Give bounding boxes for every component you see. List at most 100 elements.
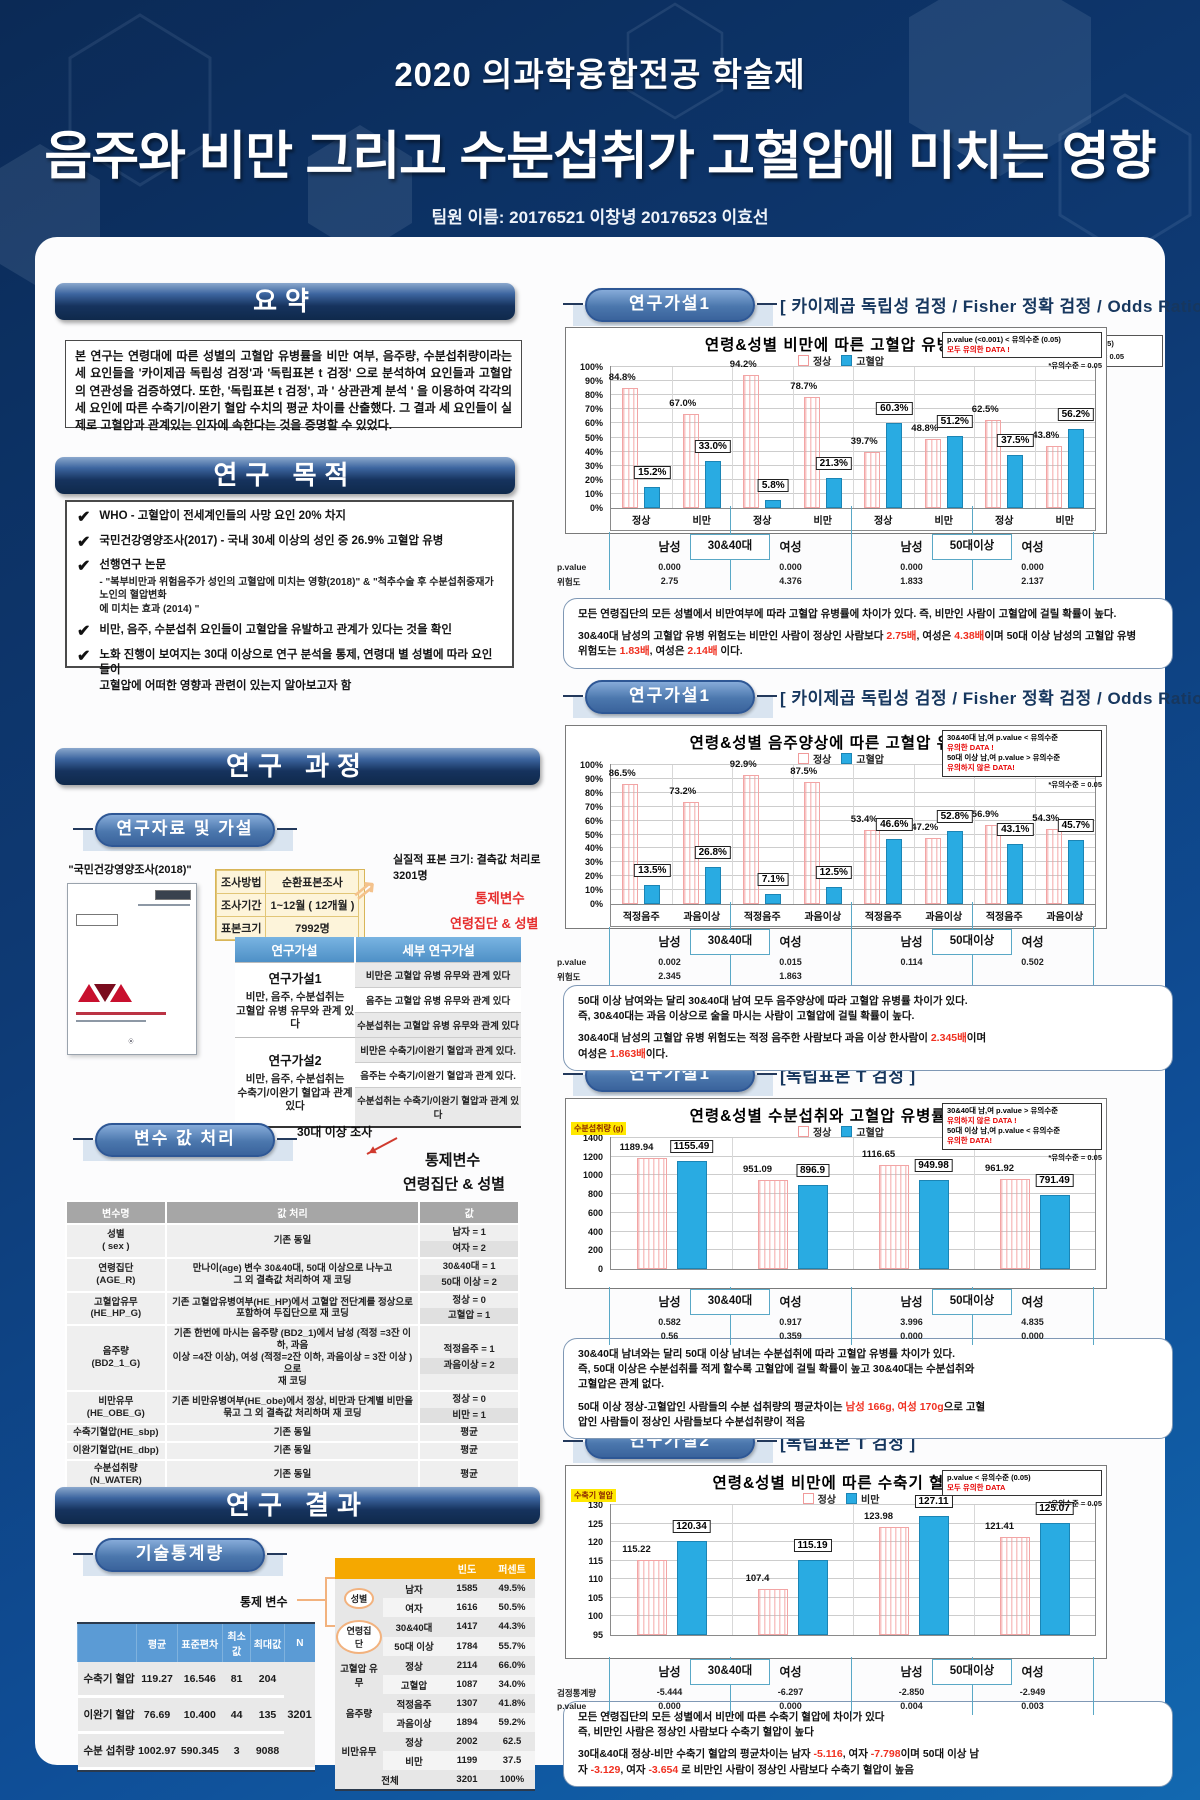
var-header: 값: [418, 1200, 520, 1225]
cell-separator: [853, 765, 854, 904]
chart-title: 연령&성별 비만에 따른 수축기 혈압: [712, 1475, 960, 1492]
variable-name: 이완기혈압(HE_dbp): [65, 1441, 167, 1462]
chart-legend: 정상 고혈압: [566, 751, 1106, 766]
stat-value: -2.850: [898, 1687, 925, 1697]
variable-values: 남자 = 1 여자 = 2: [418, 1223, 520, 1259]
plot-area: 115.22 120.34 107.4 115.19 123.98 127.11 121.4…: [610, 1494, 1096, 1636]
y-tick-label: 100%: [579, 362, 603, 372]
control-variable-value-2: 연령집단 & 성별: [403, 1176, 505, 1193]
gridline: [611, 366, 1095, 367]
stat-row-label: p.value: [557, 957, 587, 967]
freq-cell: 1087: [445, 1675, 489, 1694]
sub-hypothesis: 수분섭취는 수축기/이완기 혈압과 관계 있다: [355, 1087, 521, 1127]
y-axis-label: 수분섭취량 (g): [571, 1122, 627, 1135]
legend-normal-label: 정상: [812, 357, 832, 368]
text-segment: 30대&40대: [578, 1748, 632, 1761]
plot-area: 84.8% 15.2% 67.0% 33.0% 94.2% 5.8% 78.7% 21.3% 3…: [609, 359, 1096, 531]
text-segment: 수분 섭취량의 평균차이: [730, 1400, 833, 1413]
hypothesis-desc: 비만, 음주, 수분섭취는 수축기/이완기 혈압과 관계 있다: [236, 1073, 354, 1114]
chart-panel: 연령&성별 음주양상에 따른 고혈압 유병률 정상 고혈압 30&40대 남,여 p.…: [565, 725, 1107, 929]
y-tick-label: 20%: [584, 474, 603, 485]
freq-cell: 2114: [445, 1656, 489, 1675]
purpose-item-sub: - "복부비만과 위험음주가 성인의 고혈압에 미치는 영향(2018)" & …: [99, 576, 502, 617]
hypothesis-name-cell: 연구가설1 비만, 음주, 수분섭취는 고혈압 유병 유무와 관계 있다: [235, 962, 356, 1038]
text-segment: 만나이(age) 변수 30&40대, 50대 이상으로 나누고: [192, 1262, 393, 1274]
freq-total-label: 전체: [335, 1770, 445, 1789]
y-tick-label: 125: [587, 1518, 603, 1529]
freq-row: 50대 이상 1784 55.7%: [335, 1636, 535, 1656]
bar-normal: [864, 829, 881, 904]
text-segment: 이며: [984, 630, 1007, 643]
note-line: 50대 이상 남,여 p.value > 유의수준: [947, 753, 1061, 763]
bar-normal: [985, 419, 1002, 508]
note-line: 50대 이상 남,여 p.value < 유의수준: [947, 1126, 1061, 1136]
freq-group-label: 고혈압 유무: [335, 1656, 383, 1694]
cell-separator: [1034, 765, 1036, 904]
bar-normal: [878, 1527, 909, 1635]
text-segment: 기존 비만유병여부(HE_obe)에서 정상, 비만과 단계별 비만을: [171, 1395, 414, 1407]
descriptive-pill-label: 기술통계량: [95, 1538, 265, 1572]
stat-value: 0.000: [1021, 1331, 1044, 1341]
poster-header: 2020 의과학융합전공 학술제 음주와 비만 그리고 수분섭취가 고혈압에 미…: [0, 0, 1200, 228]
conclusion-detail: 50대 이상 정상-고혈압인 사람들의 수분 섭취량의 평균차이는 남성 166…: [578, 1400, 1158, 1430]
purpose-item-text: WHO - 고혈압이 전세계인들의 사망 요인 20% 차지: [99, 509, 346, 525]
desc-header: 표준편차: [176, 1624, 223, 1662]
variable-row: 성별( sex ) 기존 동일 남자 = 1 여자 = 2: [65, 1223, 520, 1259]
significance-note: p.value (<0.001) < 유의수준 (0.05) 모두 유의한 DAT…: [942, 332, 1102, 371]
bar-normal: [878, 1164, 909, 1269]
age-group-box: 30&40대: [690, 1659, 770, 1685]
legend-normal-label: 정상: [812, 1128, 832, 1139]
text-segment: 이다.: [645, 1047, 669, 1060]
chart-legend: 정상 고혈압: [566, 353, 1106, 368]
info-cell: 순환표본조사: [265, 870, 360, 894]
hypothesis-name-cell: 연구가설2 비만, 음주, 수분섭취는 수축기/이완기 혈압과 관계 있다: [235, 1037, 356, 1127]
bar-value-label: 896.9: [795, 1164, 830, 1178]
variable-value: 남자 = 1: [452, 1227, 486, 1238]
legend-normal-swatch: [797, 753, 809, 764]
category-tick: 정상: [632, 516, 651, 527]
variable-value: 여자 = 2: [420, 1240, 518, 1257]
variable-value: 정상 = 0: [452, 1294, 486, 1306]
variable-name: 고혈압유무 (HE_HP_G): [65, 1290, 167, 1327]
freq-cell: 66.0%: [489, 1656, 535, 1675]
check-icon: ✔: [77, 533, 91, 551]
y-tick-label: 120: [587, 1537, 603, 1548]
var-header: 값 처리: [164, 1200, 421, 1225]
text-segment: 기존 한번에 마시는 음주량 (BD2_1)에서 남성 (적정 =3잔 이하, …: [173, 1328, 412, 1352]
group-separator-line: [1092, 927, 1094, 985]
gender-label: 여성: [1021, 1665, 1044, 1679]
y-tick-label: 10%: [584, 488, 603, 499]
cell-separator: [732, 1505, 733, 1635]
bar-value: [918, 1515, 949, 1635]
text-segment: - "복부비만과 위험음주가 성인의 고혈압에 미치는 영향(2018)" & …: [99, 576, 494, 602]
report-caption: "국민건강영양조사(2018)": [68, 864, 192, 876]
bar-value-label: 115.19: [793, 1539, 832, 1552]
stat-value: 0.000: [779, 1701, 802, 1711]
category-tick: 적정음주: [864, 912, 902, 923]
note-line: 유의한 DATA !: [947, 743, 994, 753]
y-tick-label: 50%: [584, 432, 603, 443]
purpose-heading: 연구 목적: [213, 460, 357, 490]
text-segment: 포함하여 두집단으로 재 코딩: [236, 1308, 349, 1320]
bar-normal: [999, 1536, 1030, 1635]
text-segment: 기존 동일: [273, 1427, 312, 1439]
category-tick: 비만: [692, 516, 711, 527]
test-method-label: [ 카이제곱 독립성 검정 / Fisher 정확 검정 / Odds Rati…: [780, 689, 1200, 708]
text-segment: 비만, 음주, 수분섭취는: [245, 991, 345, 1004]
bar-value-label: 5.8%: [757, 478, 789, 492]
section-purpose-header: 연구 목적: [55, 457, 515, 494]
stat-value: 2.345: [658, 971, 681, 981]
desc-cell: 119.27: [136, 1662, 178, 1698]
info-cell: 1~12월 ( 12개월 ): [265, 893, 360, 917]
freq-row: 비만유무 정상 2002 62.5: [335, 1732, 535, 1770]
variables-pill: 변수 값 처리: [73, 1123, 297, 1161]
age-group-box: 30&40대: [690, 929, 770, 955]
bar-value-label: 791.49: [1035, 1173, 1074, 1187]
thumbnail-line: [76, 1012, 166, 1015]
y-tick-label: 60%: [584, 418, 603, 429]
bar-value-label: 12.5%: [815, 865, 852, 879]
y-tick-label: 60%: [584, 815, 603, 826]
y-tick-label: 1000: [582, 1170, 603, 1181]
category-tick: 과음이상: [925, 912, 963, 923]
text-segment: 재 코딩: [278, 1375, 307, 1387]
